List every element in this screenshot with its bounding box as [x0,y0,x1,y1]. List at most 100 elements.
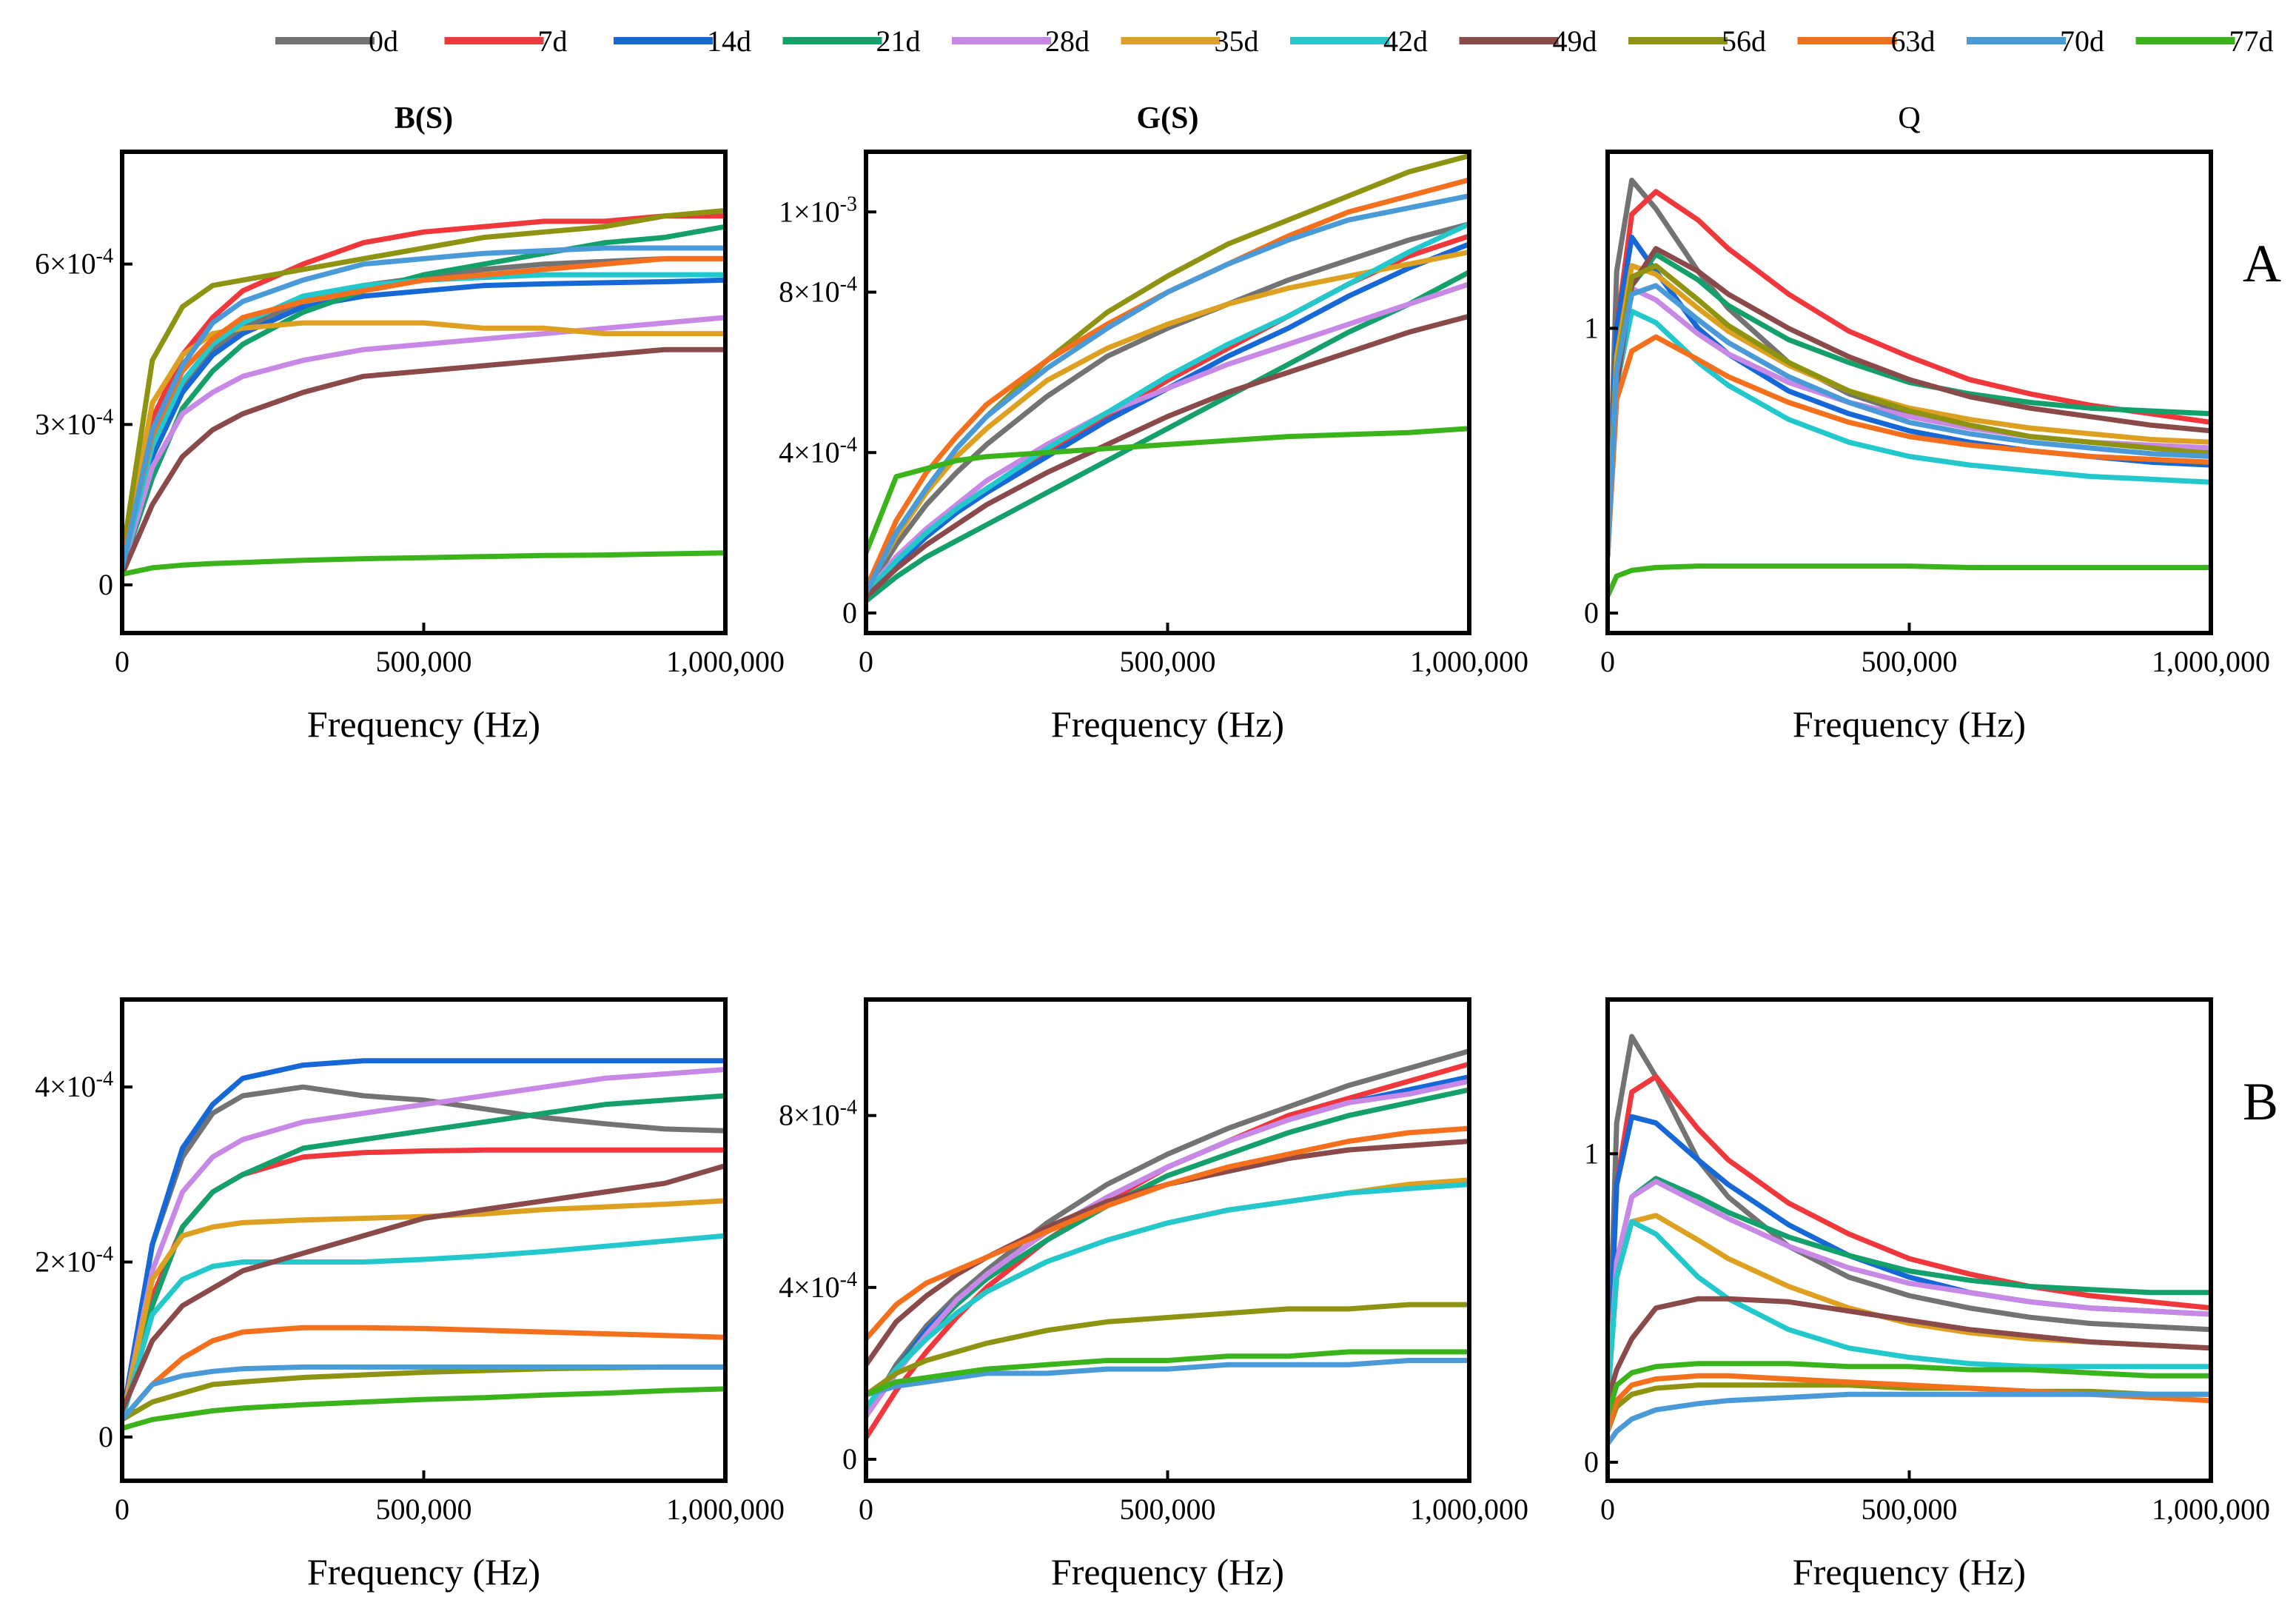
y-tick-label: 4×10-4 [779,433,857,469]
series-line-77d [122,550,725,577]
y-tick-label: 0 [1584,1445,1599,1479]
series-lines [1608,1034,2211,1447]
row-label-a: A [2243,234,2281,293]
x-axis-title: Frequency (Hz) [307,703,540,745]
x-tick-label: 1,000,000 [1410,1493,1528,1526]
legend-item-70d: 70d [1967,24,2104,58]
panel-B-G: 0 500,000 1,000,000 0 4×10-4 8×10-4 Frequency … [779,997,1528,1593]
series-line-77d [866,1349,1469,1398]
series-line-63d [122,255,725,566]
y-tick-label: 6×10-4 [35,244,113,281]
series-line-14d [122,1058,725,1422]
y-tick-label: 3×10-4 [35,405,113,441]
series-line-70d [1608,283,2211,559]
series-line-77d [1608,563,2211,599]
panel-A-G: 0 500,000 1,000,000 0 4×10-4 8×10-4 1×10-3 Freq… [779,101,1528,745]
series-line-7d [1608,189,2211,559]
series-line-35d [122,320,725,566]
series-lines [122,1058,725,1431]
series-line-7d [1608,1074,2211,1404]
y-tick-label: 0 [842,596,857,629]
series-line-0d [1608,1034,2211,1404]
series-line-0d [1608,178,2211,559]
series-line-0d [122,1084,725,1422]
x-tick-label: 0 [859,645,873,678]
x-axis-title: Frequency (Hz) [1793,703,2026,745]
y-tick-label: 1 [1584,311,1599,344]
panel-title: Q [1898,101,1920,135]
x-tick-label: 0 [1600,1493,1615,1526]
legend-item-0d: 0d [275,24,398,58]
series-line-0d [866,221,1469,596]
x-tick-label: 500,000 [1120,1493,1216,1526]
series-line-28d [122,1067,725,1422]
legend-item-21d: 21d [782,24,921,58]
y-tick-label: 4×10-4 [779,1268,857,1304]
series-line-42d [122,272,725,572]
legend-label: 14d [707,24,751,58]
series-line-42d [1608,308,2211,559]
series-line-28d [122,315,725,572]
x-axis-title: Frequency (Hz) [1051,703,1284,745]
legend-label: 21d [876,24,921,58]
series-lines [866,1048,1469,1441]
legend-label: 77d [2229,24,2274,58]
legend-item-28d: 28d [952,24,1090,58]
panel-A-B: 0 500,000 1,000,000 0 3×10-4 6×10-4 Frequency … [35,101,785,745]
panel-title: G(S) [1137,101,1199,135]
y-tick-label: 8×10-4 [779,1096,857,1132]
series-line-63d [1608,334,2211,559]
series-line-7d [866,1061,1469,1441]
x-axis-title: Frequency (Hz) [1051,1551,1284,1593]
legend-item-42d: 42d [1290,24,1428,58]
series-line-14d [1608,234,2211,559]
plot-frame [1605,150,2213,635]
series-line-14d [866,241,1469,600]
legend-label: 35d [1215,24,1259,58]
x-tick-label: 1,000,000 [2152,645,2270,678]
series-line-70d [1608,1391,2211,1447]
panel-B-B: 0 500,000 1,000,000 0 2×10-4 4×10-4 Frequency … [35,997,785,1593]
y-tick-label: 8×10-4 [779,272,857,309]
x-tick-label: 1,000,000 [666,645,785,678]
row-label-b: B [2243,1072,2278,1131]
y-tick-label: 4×10-4 [35,1068,113,1104]
x-tick-label: 0 [115,645,130,678]
legend-label: 56d [1722,24,1766,58]
legend-item-56d: 56d [1628,24,1766,58]
x-axis-title: Frequency (Hz) [307,1551,540,1593]
series-line-70d [866,1358,1469,1398]
series-line-42d [122,1233,725,1422]
x-tick-label: 0 [859,1493,873,1526]
series-line-56d [1608,263,2211,559]
series-line-49d [1608,246,2211,559]
series-line-63d [866,177,1469,592]
y-tick-label: 2×10-4 [35,1242,113,1279]
legend-label: 49d [1553,24,1597,58]
x-tick-label: 500,000 [1120,645,1216,678]
series-line-28d [866,1078,1469,1419]
series-line-49d [866,313,1469,600]
panel-B-Q: 0 500,000 1,000,000 0 1 Frequency (Hz) [1584,997,2270,1593]
y-tick-label: 0 [98,1420,113,1453]
x-tick-label: 0 [115,1493,130,1526]
x-tick-label: 1,000,000 [2152,1493,2270,1526]
legend-item-7d: 7d [444,24,568,58]
series-line-56d [866,1302,1469,1398]
series-line-0d [866,1048,1469,1419]
x-tick-label: 0 [1600,645,1615,678]
panel-A-Q: 0 500,000 1,000,000 0 1 Frequency (Hz) Q [1584,101,2270,745]
series-line-0d [122,255,725,572]
series-line-77d [1608,1361,2211,1419]
x-tick-label: 1,000,000 [666,1493,785,1526]
legend-item-14d: 14d [614,24,751,58]
y-tick-label: 1 [1584,1136,1599,1170]
panel-title: B(S) [395,101,453,135]
series-line-49d [122,346,725,577]
series-line-14d [122,277,725,572]
series-line-42d [866,221,1469,596]
plot-frame [864,150,1471,635]
x-tick-label: 1,000,000 [1410,645,1528,678]
series-line-49d [122,1163,725,1413]
